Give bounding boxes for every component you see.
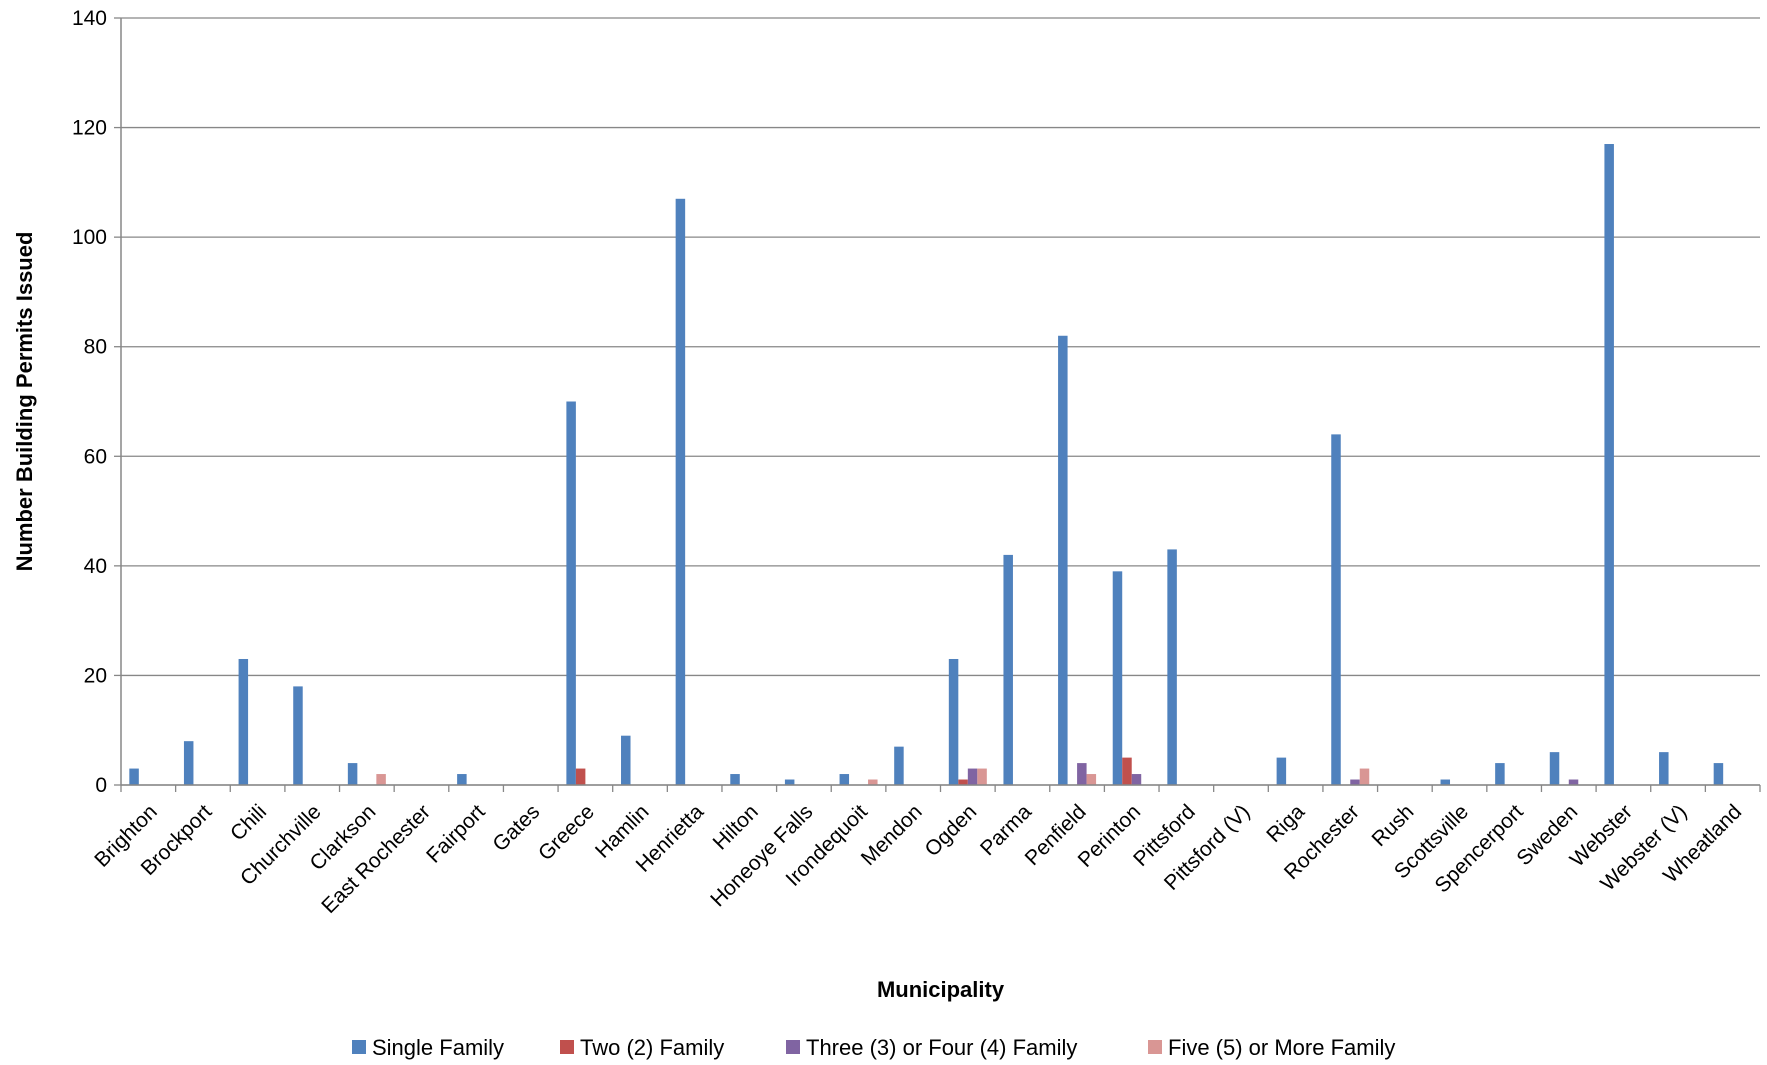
bar bbox=[1440, 779, 1451, 785]
y-tick-label: 40 bbox=[84, 555, 107, 578]
x-tick-label: Ogden bbox=[920, 800, 981, 861]
axes bbox=[120, 18, 1761, 792]
bar bbox=[967, 768, 978, 785]
bar bbox=[575, 768, 586, 785]
y-tick-label: 20 bbox=[84, 664, 107, 687]
bar bbox=[293, 686, 303, 785]
bar bbox=[376, 774, 386, 785]
bar bbox=[1549, 752, 1560, 785]
x-tick-label: Mendon bbox=[857, 800, 927, 870]
legend-swatch bbox=[786, 1040, 800, 1054]
bar bbox=[347, 763, 358, 785]
legend-label: Three (3) or Four (4) Family bbox=[806, 1035, 1077, 1060]
x-axis-title: Municipality bbox=[877, 977, 1005, 1002]
bar bbox=[1276, 757, 1287, 785]
bar bbox=[1086, 774, 1097, 785]
bar bbox=[1122, 757, 1132, 785]
legend-swatch bbox=[352, 1040, 366, 1054]
y-tick-label: 60 bbox=[84, 445, 107, 468]
x-tick-label: Rush bbox=[1368, 800, 1419, 851]
bar bbox=[1568, 779, 1579, 785]
bar bbox=[868, 779, 878, 785]
y-tick-label: 0 bbox=[95, 774, 107, 797]
legend: Single Family Two (2) Family Three (3) or … bbox=[352, 1035, 1395, 1060]
bar bbox=[457, 774, 467, 785]
bar bbox=[1604, 144, 1614, 785]
bar bbox=[948, 658, 959, 785]
y-tick-labels: 0 20 40 60 80 100 120 140 bbox=[72, 7, 107, 797]
bar bbox=[1350, 779, 1360, 785]
bar bbox=[1659, 752, 1669, 785]
bar bbox=[977, 768, 987, 785]
bar bbox=[1495, 763, 1505, 785]
bar bbox=[1359, 768, 1370, 785]
x-tick-label: Riga bbox=[1262, 800, 1309, 847]
y-axis-title: Number Building Permits Issued bbox=[12, 232, 37, 572]
x-tick-label: Fairport bbox=[422, 800, 490, 868]
y-tick-label: 120 bbox=[72, 117, 107, 140]
bar bbox=[1003, 554, 1013, 785]
bar bbox=[183, 741, 194, 785]
bar bbox=[566, 401, 576, 785]
x-tick-label: Greece bbox=[534, 800, 599, 865]
bar bbox=[894, 746, 904, 785]
y-tick-label: 80 bbox=[84, 336, 107, 359]
legend-label: Single Family bbox=[372, 1035, 504, 1060]
bars bbox=[129, 144, 1724, 786]
bar bbox=[1058, 335, 1068, 785]
bar bbox=[675, 198, 686, 786]
bar bbox=[958, 779, 968, 785]
legend-swatch bbox=[560, 1040, 574, 1054]
legend-label: Five (5) or More Family bbox=[1168, 1035, 1395, 1060]
bar bbox=[238, 658, 249, 785]
bar bbox=[1167, 549, 1177, 785]
bar bbox=[784, 779, 795, 785]
bar bbox=[621, 735, 631, 785]
bar bbox=[839, 774, 850, 785]
y-tick-label: 100 bbox=[72, 226, 107, 249]
bar bbox=[1131, 774, 1142, 785]
bar bbox=[1077, 763, 1087, 785]
gridlines bbox=[114, 17, 1760, 786]
y-tick-label: 140 bbox=[72, 7, 107, 30]
legend-swatch bbox=[1148, 1040, 1162, 1054]
bar bbox=[730, 774, 740, 785]
bar bbox=[1112, 571, 1123, 785]
x-tick-label: Chili bbox=[226, 800, 271, 845]
bar bbox=[1331, 434, 1341, 785]
bar bbox=[129, 768, 139, 785]
bar bbox=[1713, 763, 1724, 785]
legend-label: Two (2) Family bbox=[580, 1035, 724, 1060]
